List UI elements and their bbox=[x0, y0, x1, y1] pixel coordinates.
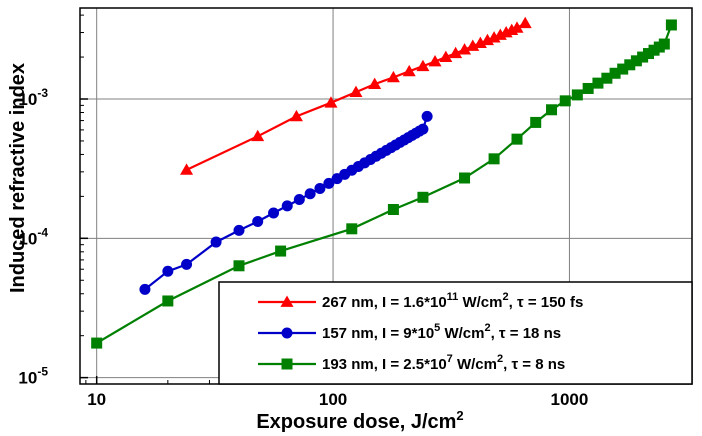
legend-entry-s157: 157 nm, I = 9*105 W/cm2, τ = 18 ns bbox=[258, 322, 561, 342]
data-point-s193 bbox=[546, 104, 558, 116]
data-point-s267 bbox=[466, 39, 480, 51]
legend-entry-s193: 193 nm, I = 2.5*107 W/cm2, τ = 8 ns bbox=[258, 353, 565, 373]
legend-label: 267 nm, I = 1.6*1011 W/cm2, τ = 150 fs bbox=[322, 291, 583, 311]
data-point-s193 bbox=[571, 89, 583, 101]
data-point-s157 bbox=[293, 193, 305, 205]
data-point-s193 bbox=[630, 55, 642, 67]
data-point-s157 bbox=[314, 182, 326, 194]
data-point-s267 bbox=[349, 85, 363, 98]
legend-entry-s267: 267 nm, I = 1.6*1011 W/cm2, τ = 150 fs bbox=[258, 291, 583, 311]
data-point-s267 bbox=[402, 64, 416, 77]
data-point-s267 bbox=[449, 46, 463, 59]
data-point-s193 bbox=[582, 82, 594, 94]
legend-marker bbox=[281, 327, 293, 339]
data-point-s157 bbox=[210, 236, 222, 248]
data-point-s193 bbox=[387, 203, 399, 215]
data-point-s193 bbox=[617, 63, 629, 75]
data-point-s267 bbox=[289, 109, 303, 122]
x-tick-label: 100 bbox=[319, 390, 347, 409]
data-point-s193 bbox=[624, 59, 636, 71]
y-tick-label: 10-5 bbox=[18, 365, 48, 388]
data-point-s267 bbox=[428, 54, 442, 67]
data-point-s267 bbox=[439, 50, 453, 62]
legend-label: 193 nm, I = 2.5*107 W/cm2, τ = 8 ns bbox=[322, 353, 565, 373]
data-point-s267 bbox=[510, 21, 524, 33]
data-point-s193 bbox=[162, 295, 174, 307]
data-point-s193 bbox=[658, 38, 670, 50]
data-point-s193 bbox=[459, 172, 471, 184]
data-point-s157 bbox=[417, 123, 429, 135]
series-s157 bbox=[139, 110, 433, 295]
data-point-s157 bbox=[139, 283, 151, 295]
data-point-s157 bbox=[281, 200, 293, 212]
data-point-s193 bbox=[637, 51, 649, 63]
data-point-s267 bbox=[386, 70, 400, 83]
series-s267 bbox=[180, 16, 532, 175]
data-point-s157 bbox=[421, 110, 433, 122]
data-point-s267 bbox=[324, 96, 338, 108]
data-point-s267 bbox=[368, 77, 382, 89]
x-axis-title-sup: 2 bbox=[456, 408, 463, 423]
data-point-s267 bbox=[180, 163, 194, 175]
y-tick-label: 10-4 bbox=[18, 225, 48, 248]
x-tick-label: 1000 bbox=[551, 390, 589, 409]
series-s193 bbox=[91, 19, 677, 349]
data-point-s193 bbox=[609, 67, 621, 79]
data-point-s267 bbox=[416, 59, 430, 72]
data-point-s193 bbox=[488, 153, 500, 165]
data-point-s193 bbox=[601, 72, 613, 84]
data-point-s157 bbox=[323, 177, 335, 189]
data-point-s157 bbox=[304, 188, 316, 200]
y-tick-label: 10-3 bbox=[18, 86, 48, 109]
y-axis-title: Induced refractive index bbox=[7, 63, 29, 293]
data-point-s157 bbox=[252, 216, 264, 228]
data-point-s157 bbox=[268, 207, 280, 219]
data-point-s157 bbox=[233, 224, 245, 236]
legend: 267 nm, I = 1.6*1011 W/cm2, τ = 150 fs 15… bbox=[218, 281, 693, 385]
legend-label: 157 nm, I = 9*105 W/cm2, τ = 18 ns bbox=[322, 322, 561, 342]
legend-marker bbox=[280, 295, 294, 307]
series-layer bbox=[91, 16, 677, 349]
data-point-s193 bbox=[592, 77, 604, 89]
data-point-s157 bbox=[181, 258, 193, 270]
data-point-s267 bbox=[458, 43, 472, 55]
legend-marker bbox=[281, 358, 293, 370]
data-point-s193 bbox=[511, 133, 523, 145]
data-point-s157 bbox=[162, 265, 174, 277]
data-point-s193 bbox=[233, 260, 245, 272]
data-point-s193 bbox=[275, 245, 287, 257]
x-axis-title-text: Exposure dose, J/cm bbox=[256, 411, 456, 433]
data-point-s193 bbox=[642, 48, 654, 60]
data-point-s267 bbox=[518, 16, 532, 29]
y-tick-labels: 10-5 10-4 10-3 bbox=[18, 86, 48, 388]
data-point-s193 bbox=[530, 116, 542, 128]
data-point-s267 bbox=[251, 129, 265, 142]
data-point-s193 bbox=[346, 223, 358, 235]
x-tick-labels: 10 100 1000 bbox=[87, 390, 588, 409]
data-point-s193 bbox=[559, 95, 571, 107]
data-point-s193 bbox=[417, 191, 429, 203]
x-axis-title: Exposure dose, J/cm2 bbox=[256, 408, 463, 433]
data-point-s193 bbox=[665, 19, 677, 31]
data-point-s193 bbox=[91, 337, 103, 349]
x-tick-label: 10 bbox=[87, 390, 106, 409]
